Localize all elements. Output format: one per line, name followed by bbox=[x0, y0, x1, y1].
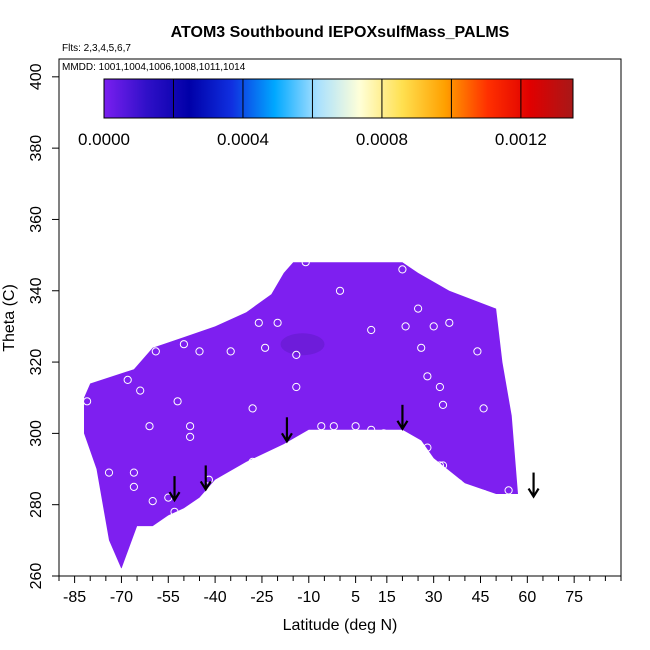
x-tick-label: 75 bbox=[565, 589, 583, 606]
data-point bbox=[454, 479, 463, 488]
data-point bbox=[261, 343, 270, 352]
data-point bbox=[479, 404, 488, 413]
data-point bbox=[136, 386, 145, 395]
data-point bbox=[248, 404, 257, 413]
data-point bbox=[248, 457, 257, 466]
x-tick-label: 30 bbox=[425, 589, 443, 606]
data-point bbox=[473, 347, 482, 356]
data-point bbox=[170, 507, 179, 516]
data-point bbox=[179, 340, 188, 349]
data-point bbox=[438, 400, 448, 409]
data-point bbox=[367, 425, 376, 434]
data-point bbox=[329, 422, 338, 431]
x-tick-label: -55 bbox=[157, 589, 180, 606]
data-point bbox=[273, 318, 282, 327]
colorbar-tick-label: 0.0000 bbox=[78, 130, 130, 149]
field-core bbox=[280, 333, 325, 356]
arrow-marker bbox=[396, 404, 409, 431]
chart-title: ATOM3 Southbound IEPOXsulfMass_PALMS bbox=[171, 24, 510, 41]
data-point bbox=[186, 422, 195, 431]
arrow-marker bbox=[168, 476, 181, 503]
x-tick-label: 5 bbox=[351, 589, 360, 606]
data-point bbox=[414, 304, 423, 313]
data-point bbox=[417, 343, 426, 352]
x-axis: -85 -70 -55 -40 -25 -10 5 15 30 45 60 75 bbox=[58, 576, 622, 606]
field-layer bbox=[84, 262, 518, 569]
data-point bbox=[195, 347, 204, 356]
data-point bbox=[367, 325, 376, 335]
x-tick-label: -70 bbox=[110, 589, 133, 606]
data-point bbox=[401, 322, 410, 331]
data-point bbox=[398, 265, 407, 274]
data-point bbox=[335, 286, 345, 295]
x-tick-label: 45 bbox=[472, 589, 490, 606]
data-point bbox=[429, 322, 438, 331]
data-point bbox=[301, 258, 310, 267]
y-tick-label: 400 bbox=[28, 63, 45, 90]
data-point bbox=[504, 486, 513, 495]
data-point bbox=[423, 372, 432, 381]
y-tick-label: 320 bbox=[28, 349, 45, 376]
data-point bbox=[117, 568, 126, 577]
data-point bbox=[435, 382, 444, 392]
colorbar-tick-label: 0.0004 bbox=[217, 130, 269, 149]
field-region bbox=[84, 262, 518, 569]
y-tick-label: 340 bbox=[28, 277, 45, 304]
data-point bbox=[83, 397, 92, 406]
colorbar-tick-label: 0.0008 bbox=[356, 130, 408, 149]
data-point bbox=[186, 432, 195, 441]
colorbar-ticks: 0.0000 0.0004 0.0008 0.0012 bbox=[78, 79, 547, 149]
colorbar: 0.0000 0.0004 0.0008 0.0012 bbox=[78, 78, 574, 149]
data-point bbox=[173, 397, 182, 406]
x-tick-label: 60 bbox=[518, 589, 536, 606]
data-point bbox=[148, 497, 157, 506]
data-point bbox=[479, 489, 488, 499]
data-point bbox=[445, 318, 454, 327]
colorbar-bar bbox=[103, 78, 574, 119]
data-point bbox=[151, 347, 160, 356]
y-tick-label: 360 bbox=[28, 206, 45, 233]
data-point bbox=[317, 422, 326, 431]
data-point bbox=[423, 443, 432, 452]
data-point bbox=[145, 422, 154, 431]
arrow-marker bbox=[527, 472, 540, 499]
flights-subtitle: Flts: 2,3,4,5,6,7 bbox=[62, 43, 131, 54]
x-tick-label: -10 bbox=[297, 589, 320, 606]
data-point bbox=[435, 461, 444, 470]
colorbar-tick-label: 0.0012 bbox=[495, 130, 547, 149]
data-point bbox=[292, 382, 301, 392]
data-point bbox=[254, 318, 263, 327]
data-point bbox=[226, 347, 235, 356]
data-point bbox=[379, 429, 388, 438]
y-axis-label: Theta (C) bbox=[1, 284, 18, 352]
data-point bbox=[129, 482, 138, 491]
x-axis-label: Latitude (deg N) bbox=[283, 617, 398, 634]
y-tick-label: 380 bbox=[28, 135, 45, 162]
data-point bbox=[104, 468, 114, 477]
x-tick-label: -40 bbox=[204, 589, 227, 606]
data-point bbox=[292, 350, 301, 359]
y-tick-label: 280 bbox=[28, 491, 45, 518]
data-point bbox=[123, 375, 132, 384]
y-tick-label: 260 bbox=[28, 563, 45, 590]
data-point bbox=[438, 461, 448, 470]
arrow-marker bbox=[280, 417, 293, 444]
x-tick-label: 15 bbox=[378, 589, 396, 606]
data-point bbox=[351, 422, 360, 431]
y-tick-label: 300 bbox=[28, 420, 45, 447]
y-axis: 260 280 300 320 340 360 380 400 bbox=[28, 63, 59, 589]
dates-subtitle: MMDD: 1001,1004,1006,1008,1011,1014 bbox=[62, 62, 246, 73]
data-point bbox=[129, 468, 138, 477]
arrow-marker bbox=[199, 465, 212, 492]
arrows-layer bbox=[168, 404, 540, 503]
x-tick-label: -85 bbox=[63, 589, 86, 606]
x-tick-label: -25 bbox=[250, 589, 273, 606]
